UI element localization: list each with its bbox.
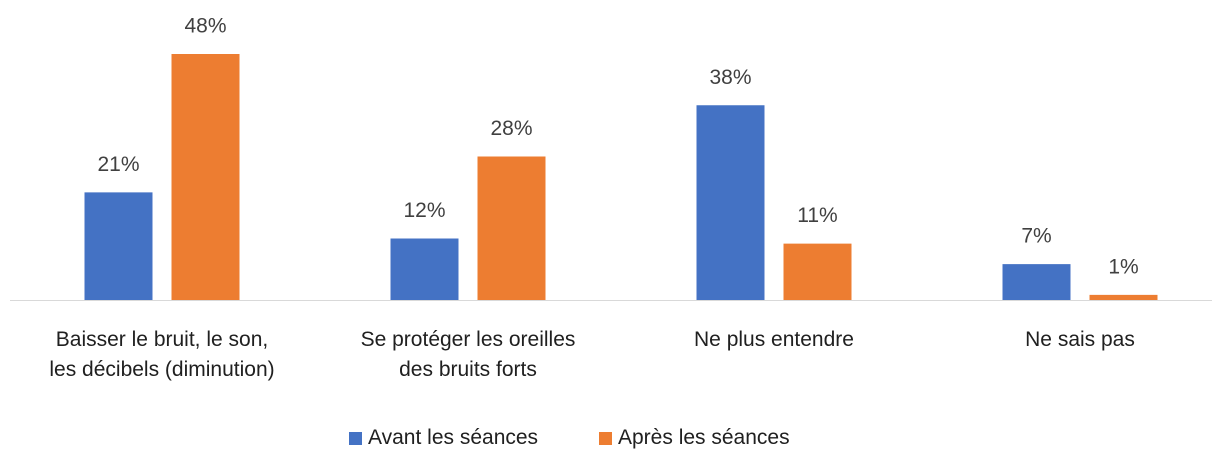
x-tick-label: Baisser le bruit, le son, les décibels (… <box>49 328 275 381</box>
data-label: 1% <box>1108 255 1138 278</box>
data-label: 48% <box>184 15 226 38</box>
data-label: 7% <box>1021 225 1051 248</box>
legend-label: Avant les séances <box>368 426 539 449</box>
bar <box>1089 294 1158 300</box>
bar <box>696 105 765 300</box>
x-tick-label: Se protéger les oreilles des bruits fort… <box>360 328 576 381</box>
legend-label: Après les séances <box>618 426 790 449</box>
legend-item: Après les séances <box>599 426 790 450</box>
bar <box>390 238 459 300</box>
x-tick-label: Ne plus entendre <box>694 328 854 351</box>
data-label: 38% <box>709 66 751 89</box>
data-label: 11% <box>797 204 837 227</box>
bar <box>1002 264 1071 300</box>
legend-item: Avant les séances <box>349 426 538 450</box>
data-label: 21% <box>97 153 139 176</box>
bar <box>84 192 153 300</box>
legend-swatch <box>349 431 362 445</box>
data-label: 28% <box>490 117 532 140</box>
x-tick-label: Ne sais pas <box>1025 328 1135 351</box>
legend-swatch <box>599 431 612 445</box>
bar <box>783 243 852 300</box>
bar <box>171 54 240 300</box>
data-label: 12% <box>403 199 445 222</box>
bar <box>477 156 546 300</box>
